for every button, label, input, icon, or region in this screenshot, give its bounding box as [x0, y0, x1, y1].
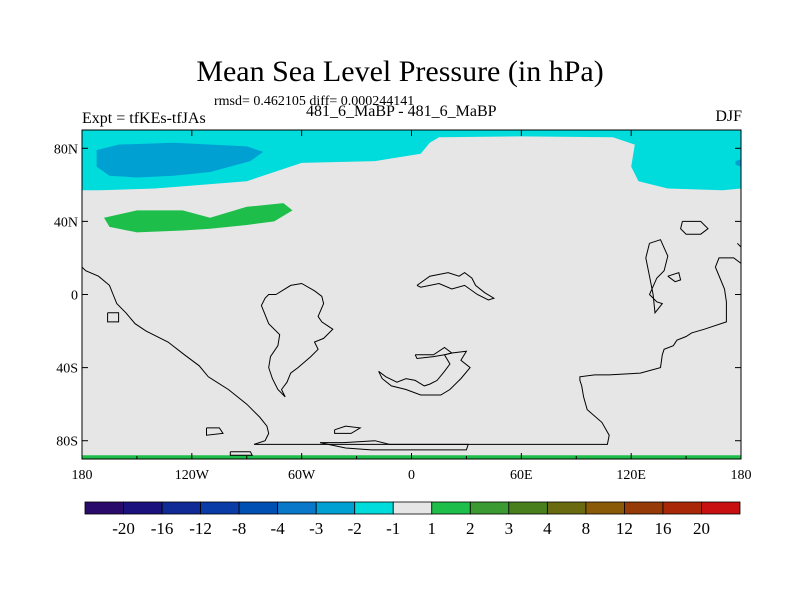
x-tick-label: 0 [408, 468, 415, 483]
experiment-label: Expt = tfKEs-tfJAs [82, 110, 206, 127]
x-tick-label: 180 [731, 468, 752, 483]
coastline-segment [667, 271, 682, 283]
coastline-segment [334, 425, 362, 434]
region-east-arctic-negative-core [735, 159, 741, 167]
x-tick-label: 180 [72, 468, 93, 483]
colorbar-label: 2 [466, 519, 475, 538]
coastline-segment [107, 312, 120, 323]
colorbar-swatch [624, 501, 664, 515]
x-axis: 180 120W 60W 0 60E 120E 180 [72, 130, 752, 483]
colorbar-swatch [392, 501, 433, 515]
x-tick-label: 120W [175, 468, 210, 483]
colorbar-label: -12 [189, 519, 212, 538]
colorbar-label: -3 [309, 519, 323, 538]
coastline-segment [260, 282, 334, 398]
colorbar-swatch [546, 501, 587, 515]
colorbar-swatch [200, 501, 240, 515]
colorbar-swatch [431, 501, 471, 515]
x-tick-label: 120E [616, 468, 646, 483]
colorbar-swatch [161, 501, 201, 515]
colorbar-label: 16 [654, 519, 671, 538]
map-title: Mean Sea Level Pressure (in hPa) [196, 55, 604, 88]
colorbar-swatch [238, 501, 279, 515]
shaded-regions [82, 130, 741, 459]
colorbar-swatch [354, 501, 394, 515]
y-tick-label: 0 [71, 289, 78, 304]
colorbar-label: 20 [693, 519, 710, 538]
coastline-segment [414, 346, 453, 360]
colorbar-swatch [701, 501, 741, 515]
colorbar-swatch [123, 501, 163, 515]
colorbar-swatch [315, 501, 356, 515]
coastlines [82, 220, 741, 456]
coastline-segment [206, 427, 224, 436]
coastline-segment [680, 220, 709, 235]
coastline-segment [319, 440, 469, 451]
colorbar-swatch [585, 501, 625, 515]
colorbar-label: 12 [616, 519, 633, 538]
region-north-pacific-positive [104, 203, 293, 233]
colorbar-label: -2 [348, 519, 362, 538]
x-tick-label: 60W [288, 468, 316, 483]
y-tick-label: 80S [56, 435, 78, 450]
y-tick-label: 40N [54, 215, 78, 230]
colorbar-label: -1 [386, 519, 400, 538]
y-tick-label: 40S [56, 362, 78, 377]
colorbar-swatch [469, 501, 510, 515]
colorbar-swatch [662, 501, 702, 515]
coastline-segment [229, 451, 254, 456]
colorbar-swatch [84, 501, 124, 515]
season-label: DJF [715, 108, 742, 125]
colorbar-swatch [277, 501, 317, 515]
colorbar-label: -20 [112, 519, 135, 538]
coastline-segment [736, 242, 741, 248]
y-tick-label: 80N [54, 142, 78, 157]
x-tick-label: 60E [510, 468, 533, 483]
colorbar: -20 -16 -12 -8 -4 -3 -2 -1 1 2 3 4 8 12 16 20 [84, 501, 741, 538]
colorbar-label: -8 [232, 519, 246, 538]
colorbar-label: 4 [543, 519, 552, 538]
region-north-pacific-negative-core [96, 142, 264, 178]
coastline-segment [416, 271, 496, 301]
stats-label: rmsd= 0.462105 diff= 0.000244141 [214, 94, 415, 109]
coastline-segment [254, 257, 741, 445]
case-label: 481_6_MaBP - 481_6_MaBP [306, 103, 497, 120]
colorbar-label: -16 [151, 519, 174, 538]
colorbar-label: 8 [582, 519, 591, 538]
y-axis: 80N 40N 0 40S 80S [54, 142, 741, 450]
coastline-segment [82, 266, 270, 445]
colorbar-label: 3 [505, 519, 514, 538]
colorbar-swatch [508, 501, 548, 515]
colorbar-label: -4 [271, 519, 286, 538]
colorbar-label: 1 [428, 519, 437, 538]
region-arctic-negative-band [82, 130, 741, 191]
coastline-segment [645, 239, 669, 315]
